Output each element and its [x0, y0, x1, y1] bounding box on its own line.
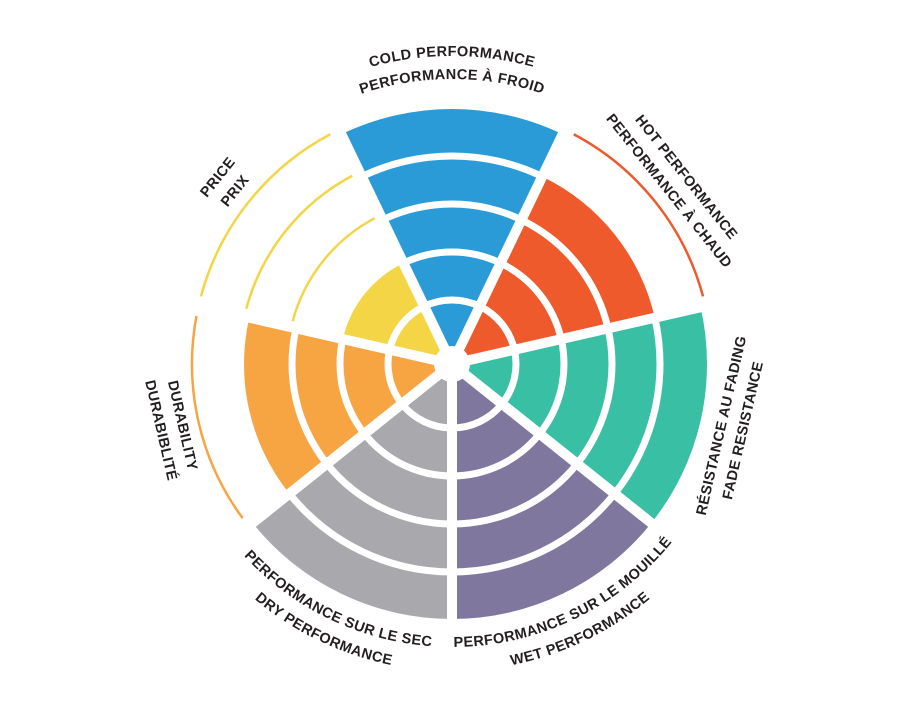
wedge-wet-performance-ring-2: [452, 406, 537, 473]
sector-divider: [331, 120, 457, 367]
scale-arc-durability-level-5: [190, 315, 244, 519]
wedge-fade-resistance-ring-4: [579, 318, 657, 492]
wedge-cold-performance-ring-1: [425, 303, 479, 364]
sector-divider: [450, 299, 715, 369]
wedge-dry-performance-ring-4: [292, 465, 452, 569]
wedge-durability-ring-2: [343, 339, 400, 432]
wedge-fade-resistance-ring-3: [542, 329, 609, 462]
wedge-hot-performance-ring-2: [481, 266, 558, 349]
sector-divider: [447, 120, 573, 367]
label-cold-performance-fr: PERFORMANCE À FROID: [357, 67, 546, 98]
wedge-durability-ring-4: [243, 317, 325, 494]
scale-arc-price-level-3: [291, 217, 376, 322]
wedge-cold-performance-ring-2: [404, 255, 500, 304]
wedge-dry-performance-ring-2: [367, 406, 452, 473]
wedge-wet-performance-ring-4: [452, 465, 612, 569]
sector-divider: [448, 360, 665, 536]
scale-arc-price-level-5: [199, 133, 331, 297]
sector-divider: [239, 360, 456, 536]
sector-divider: [189, 299, 454, 369]
wedge-price-ring-2: [342, 263, 423, 349]
wedge-cold-performance-ring-5: [341, 108, 563, 174]
wedge-fade-resistance-ring-5: [617, 307, 708, 523]
wedge-dry-performance-ring-5: [252, 495, 452, 619]
hub-circle: [434, 346, 470, 382]
wedge-wet-performance-ring-3: [452, 436, 575, 521]
wedge-hot-performance-ring-3: [502, 223, 605, 339]
scale-arc-price-level-4: [245, 174, 353, 309]
wedge-hot-performance-ring-4: [522, 176, 655, 328]
wedge-fade-resistance-ring-2: [504, 339, 561, 432]
wedge-wet-performance-ring-5: [452, 495, 652, 619]
wedge-cold-performance-ring-4: [363, 159, 541, 217]
wedge-cold-performance-ring-3: [384, 207, 520, 260]
scale-arc-hot-performance-level-5: [573, 133, 705, 297]
wedge-durability-ring-3: [295, 329, 362, 462]
wedge-dry-performance-ring-3: [329, 436, 452, 521]
label-cold-performance-en: COLD PERFORMANCE: [367, 44, 536, 71]
